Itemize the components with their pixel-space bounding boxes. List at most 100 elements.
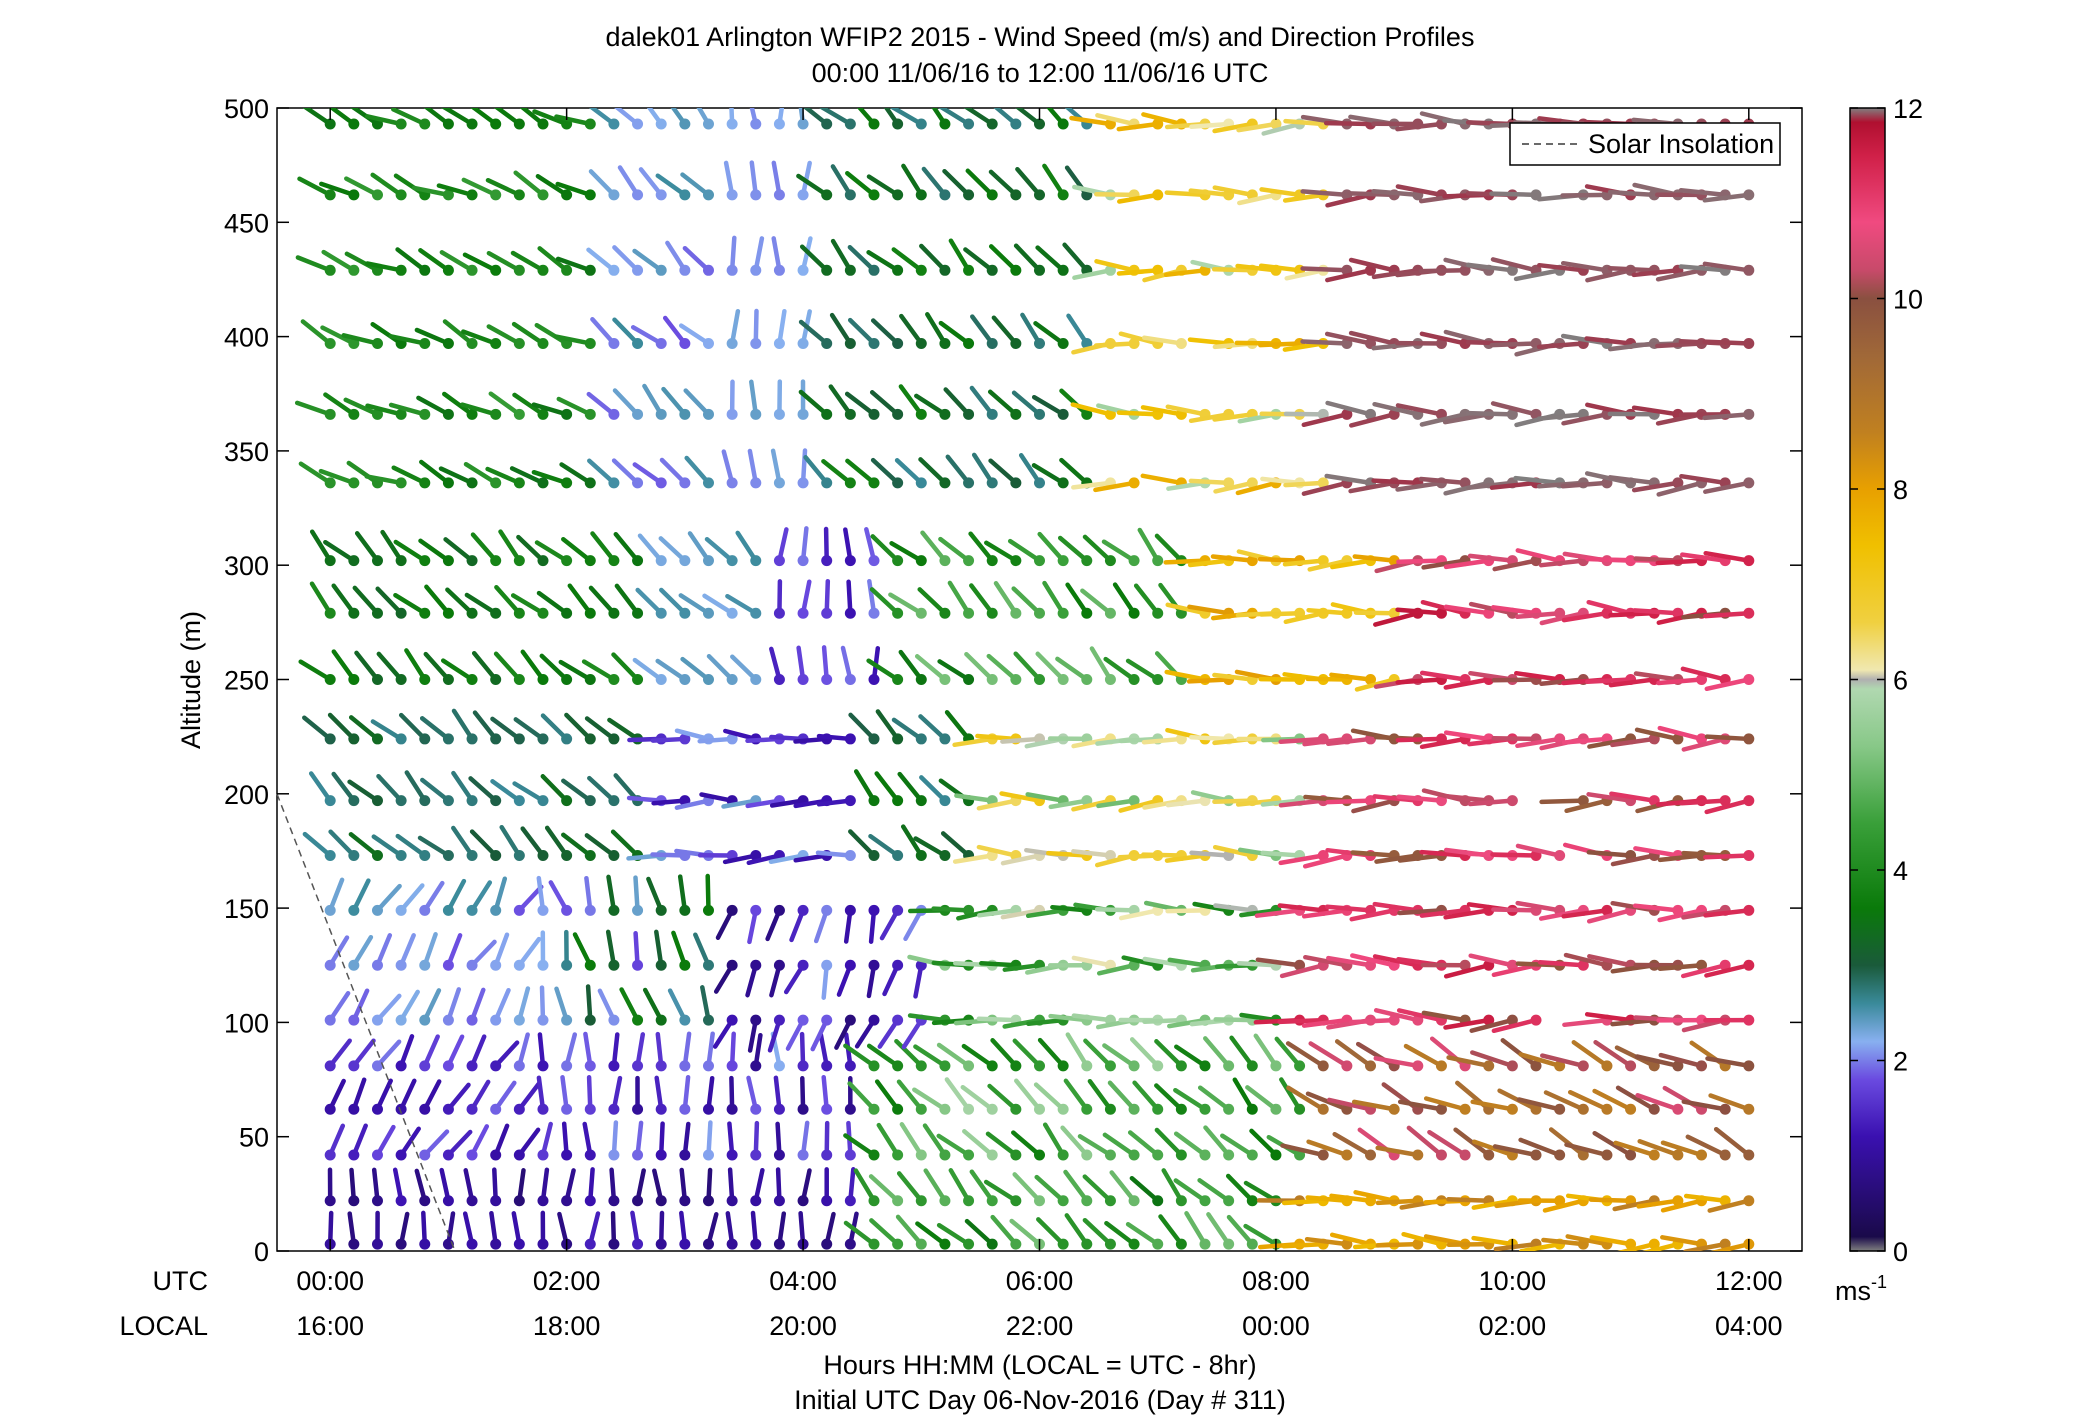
wind-barb-station-dot	[324, 337, 336, 349]
wind-barb-station-dot	[773, 1014, 785, 1026]
wind-barb-station-dot	[442, 1149, 454, 1161]
wind-barb-station-dot	[608, 337, 620, 349]
wind-barb-station-dot	[679, 1238, 691, 1250]
wind-barb-station-dot	[1152, 264, 1164, 276]
x-tick-label-utc: 10:00	[1479, 1266, 1547, 1296]
wind-barb	[1203, 1036, 1235, 1072]
wind-barb-station-dot	[442, 1060, 454, 1072]
wind-barb-shaft	[1560, 192, 1610, 198]
wind-barb-shaft	[354, 650, 380, 682]
wind-barb	[536, 875, 549, 916]
wind-barb-shaft	[1173, 1131, 1208, 1158]
wind-barb	[537, 985, 549, 1026]
wind-barb	[679, 1210, 691, 1250]
wind-barb-station-dot	[1317, 1060, 1329, 1072]
wind-barb-station-dot	[1317, 1149, 1329, 1161]
wind-barb-station-dot	[750, 408, 762, 420]
wind-barb	[990, 1214, 1022, 1250]
wind-barb-shaft	[1656, 677, 1704, 686]
wind-barb-shaft	[1467, 553, 1515, 563]
wind-barb-station-dot	[750, 1103, 762, 1115]
wind-barb-station-dot	[773, 555, 785, 567]
wind-barb-shaft	[445, 587, 475, 616]
wind-barb-station-dot	[395, 795, 407, 807]
wind-barb-shaft	[320, 325, 357, 346]
wind-barb-shaft	[1034, 1174, 1066, 1203]
wind-barb-station-dot	[915, 1103, 927, 1115]
wind-barb	[1515, 843, 1566, 862]
wind-barb-shaft	[1660, 1198, 1704, 1213]
wind-barb-station-dot	[892, 904, 904, 916]
wind-barb-shaft	[1118, 798, 1160, 813]
wind-barb-shaft	[1419, 670, 1468, 682]
wind-barb	[1446, 1055, 1495, 1072]
wind-barb-shaft	[1031, 463, 1066, 486]
wind-barb-station-dot	[1057, 337, 1069, 349]
wind-barb-shaft	[988, 244, 1019, 273]
wind-barb-shaft	[1037, 1037, 1066, 1069]
wind-barb	[918, 714, 951, 745]
wind-barb-station-dot	[1034, 555, 1045, 567]
wind-barb-shaft	[494, 584, 522, 616]
wind-barb-shaft	[894, 458, 924, 486]
wind-barb	[490, 1080, 517, 1115]
wind-barb-shaft	[1192, 901, 1231, 913]
wind-barb-shaft	[1539, 798, 1586, 805]
wind-barb-station-dot	[561, 408, 573, 420]
wind-barb	[769, 646, 785, 685]
wind-barb-shaft	[1419, 908, 1468, 918]
wind-barb-shaft	[1278, 853, 1326, 866]
wind-barb-shaft	[555, 181, 593, 198]
wind-barb-station-dot	[1577, 959, 1589, 971]
wind-barb-shaft	[1491, 1017, 1539, 1034]
wind-barb-station-dot	[513, 607, 525, 619]
wind-barb	[931, 108, 951, 130]
wind-barb-shaft	[1011, 390, 1042, 417]
wind-barb-station-dot	[466, 607, 478, 619]
wind-barb-shaft	[987, 389, 1019, 417]
wind-barb	[1634, 1054, 1684, 1072]
wind-barb-shaft	[874, 1079, 900, 1112]
x-tick-label-utc: 06:00	[1006, 1266, 1074, 1296]
wind-barb	[331, 583, 360, 619]
wind-barb-station-dot	[561, 959, 573, 971]
wind-barb	[376, 773, 407, 807]
wind-barb-station-dot	[963, 477, 975, 489]
wind-barb	[991, 315, 1022, 349]
wind-barb-shaft	[1055, 656, 1090, 682]
wind-barb-station-dot	[348, 733, 360, 745]
wind-barb	[468, 776, 502, 807]
wind-barb-station-dot	[419, 1060, 431, 1072]
wind-barb-shaft	[828, 384, 853, 417]
wind-barb-shaft	[539, 653, 569, 682]
wind-barb-station-dot	[1034, 674, 1045, 685]
wind-barb-station-dot	[726, 607, 738, 619]
wind-barb	[984, 540, 1022, 567]
wind-barb	[630, 1210, 644, 1250]
wind-barb-shaft	[1472, 1139, 1515, 1158]
wind-barb-shaft	[1070, 402, 1113, 417]
wind-barb-station-dot	[490, 850, 502, 862]
wind-barb-shaft	[365, 261, 404, 273]
wind-barb-station-dot	[868, 959, 880, 971]
wind-barb	[1592, 1130, 1637, 1161]
wind-barb	[537, 1210, 549, 1250]
wind-barb-station-dot	[702, 674, 714, 685]
wind-barb	[1082, 534, 1116, 567]
wind-barb-shaft	[1375, 1241, 1421, 1248]
wind-barb-shaft	[1513, 268, 1562, 282]
wind-barb-station-dot	[442, 118, 454, 130]
wind-barb	[540, 774, 573, 807]
wind-barb	[797, 526, 809, 567]
wind-barb-station-dot	[1246, 1238, 1258, 1250]
wind-barb-shaft	[693, 932, 711, 968]
wind-barb-shaft	[1096, 798, 1137, 809]
wind-barb-shaft	[585, 984, 593, 1023]
wind-barb	[606, 874, 620, 916]
wind-barb-station-dot	[1010, 1149, 1022, 1161]
wind-barb	[919, 243, 951, 276]
wind-barb	[947, 580, 975, 619]
wind-barb	[747, 1014, 762, 1053]
wind-barb-station-dot	[679, 959, 691, 971]
